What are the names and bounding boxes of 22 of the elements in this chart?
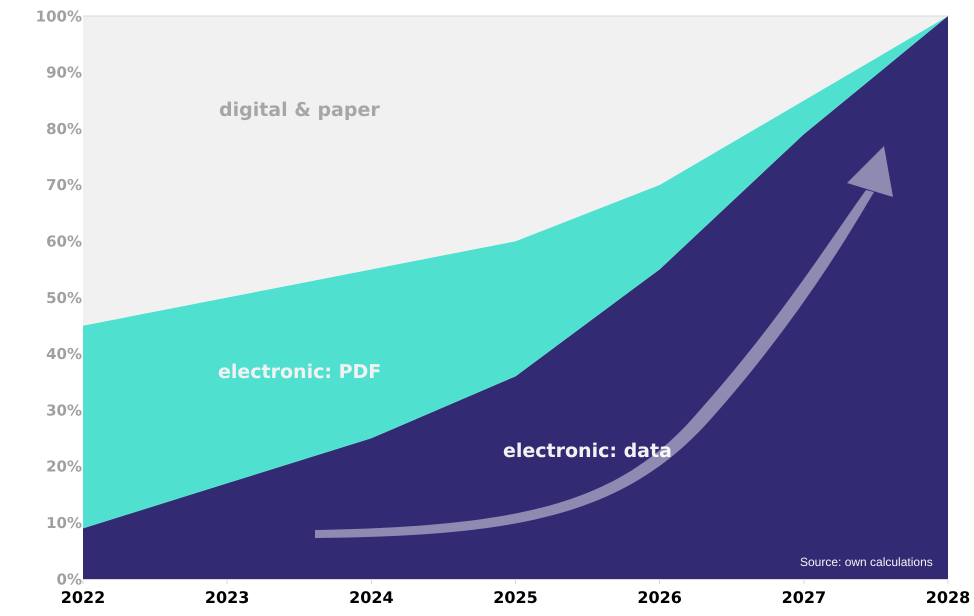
y-tick-label: 80% [46,120,82,138]
x-tick-label: 2028 [926,588,970,608]
y-tick-label: 100% [36,7,82,26]
y-tick-label: 60% [46,232,82,250]
y-tick-label: 50% [46,288,82,307]
y-tick-label: 90% [46,64,82,82]
annotation: Source: own calculations [800,555,933,569]
series-label: digital & paper [219,99,380,121]
y-tick-label: 40% [46,345,82,364]
x-tick-label: 2027 [782,588,826,608]
y-tick-label: 0% [56,570,82,588]
x-tick-label: 2023 [204,588,250,608]
x-tick-label: 2022 [60,588,106,608]
x-tick-label: 2025 [493,588,538,608]
series-label: electronic: data [503,440,672,462]
x-tick-label: 2024 [349,588,394,608]
series-label: electronic: PDF [218,361,382,383]
y-tick-label: 30% [46,401,82,420]
y-tick-label: 70% [46,176,82,194]
y-tick-label: 10% [46,514,82,532]
x-tick-label: 2026 [637,588,682,608]
y-tick-label: 20% [46,458,82,476]
